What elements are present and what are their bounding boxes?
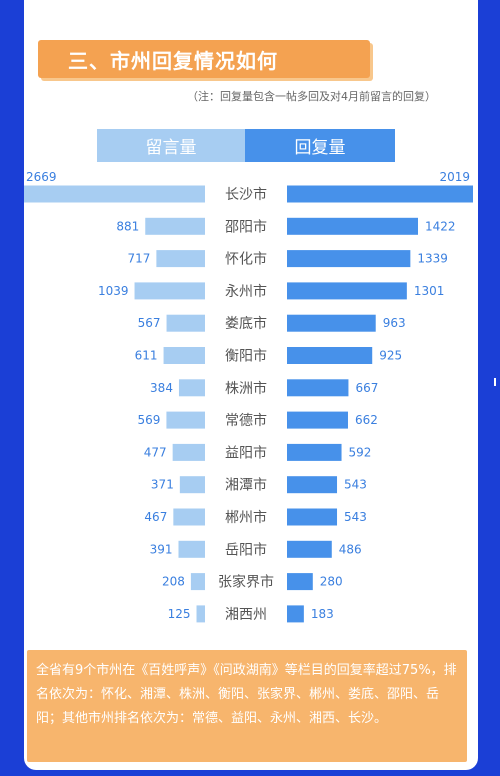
value-label-replies: 1301 (414, 284, 445, 298)
value-label-messages: 208 (162, 575, 185, 589)
value-label-messages: 467 (144, 510, 167, 524)
category-label: 郴州市 (225, 509, 267, 526)
section-title: 三、市州回复情况如何 (68, 49, 278, 73)
value-label-replies: 925 (379, 349, 402, 363)
legend-replies: 回复量 (245, 129, 395, 162)
value-label-messages: 384 (150, 381, 173, 395)
value-label-messages: 1039 (98, 284, 129, 298)
value-label-replies: 662 (355, 413, 378, 427)
bar-replies (287, 250, 411, 268)
diverging-bar-chart: 长沙市 2669 2019 邵阳市 881 1422 怀化市 717 1339 永州市 1039 13… (24, 170, 473, 623)
bar-messages (178, 540, 205, 558)
category-label: 邵阳市 (225, 218, 267, 235)
value-label-messages: 2669 (26, 170, 57, 184)
bar-messages (163, 347, 205, 364)
category-label: 株洲市 (225, 380, 267, 397)
bar-replies (287, 185, 473, 203)
bar-messages (173, 508, 205, 526)
summary-text: 全省有9个市州在《百姓呼声》《问政湖南》等栏目的回复率超过75%，排名依次为：怀… (36, 663, 457, 726)
category-label: 岳阳市 (225, 541, 267, 558)
value-label-replies: 2019 (439, 170, 470, 184)
bar-messages (134, 282, 205, 300)
footnote: （注：回复量包含一帖多回及对4月前留言的回复） (187, 90, 436, 103)
bar-messages (156, 250, 205, 268)
value-label-messages: 371 (151, 478, 174, 492)
bar-replies (287, 411, 348, 429)
value-label-replies: 486 (339, 542, 362, 556)
summary-box: 全省有9个市州在《百姓呼声》《问政湖南》等栏目的回复率超过75%，排名依次为：怀… (27, 650, 467, 762)
bar-messages (178, 379, 205, 397)
bar-replies (287, 508, 338, 526)
bar-replies (287, 540, 332, 558)
value-label-replies: 667 (355, 381, 378, 395)
category-label: 益阳市 (225, 444, 267, 461)
category-label: 湘潭市 (225, 477, 267, 494)
bar-replies (287, 605, 304, 623)
bar-messages (166, 411, 205, 429)
value-label-messages: 391 (150, 542, 173, 556)
bar-replies (287, 217, 419, 235)
bar-replies (287, 443, 342, 461)
bar-replies (287, 379, 349, 397)
category-label: 永州市 (225, 283, 267, 300)
value-label-replies: 963 (383, 316, 406, 330)
bar-replies (287, 314, 376, 332)
value-label-messages: 569 (138, 413, 161, 427)
value-label-messages: 567 (138, 316, 161, 330)
value-label-replies: 543 (344, 478, 367, 492)
value-label-replies: 592 (349, 445, 372, 459)
category-label: 湘西州 (225, 607, 267, 623)
bar-replies (287, 347, 373, 364)
category-label: 长沙市 (225, 186, 267, 203)
bar-replies (287, 573, 313, 591)
report-card: 三、市州回复情况如何 （注：回复量包含一帖多回及对4月前留言的回复） (24, 0, 478, 770)
edge-marker (494, 378, 500, 386)
bar-messages (24, 185, 205, 203)
bar-replies (287, 476, 338, 494)
bar-messages (166, 314, 205, 332)
bar-replies (287, 282, 407, 300)
category-label: 常德市 (225, 412, 267, 429)
value-label-messages: 881 (116, 219, 139, 233)
category-label: 张家界市 (218, 574, 274, 591)
category-label: 怀化市 (225, 251, 267, 268)
value-label-messages: 611 (135, 349, 158, 363)
bar-messages (145, 217, 205, 235)
value-label-replies: 280 (320, 575, 343, 589)
value-label-messages: 717 (127, 252, 150, 266)
category-label: 衡阳市 (225, 348, 267, 365)
bar-messages (179, 476, 205, 494)
legend-messages: 留言量 (97, 129, 245, 162)
value-label-replies: 1422 (425, 219, 456, 233)
category-label: 娄底市 (225, 315, 267, 332)
bar-messages (172, 443, 205, 461)
value-label-replies: 543 (344, 510, 367, 524)
bar-messages (190, 573, 205, 591)
bar-messages (196, 605, 205, 623)
value-label-messages: 477 (144, 445, 167, 459)
value-label-replies: 1339 (417, 252, 448, 266)
value-label-replies: 183 (311, 607, 334, 621)
value-label-messages: 125 (168, 607, 191, 621)
section-header: 三、市州回复情况如何 (38, 40, 370, 78)
